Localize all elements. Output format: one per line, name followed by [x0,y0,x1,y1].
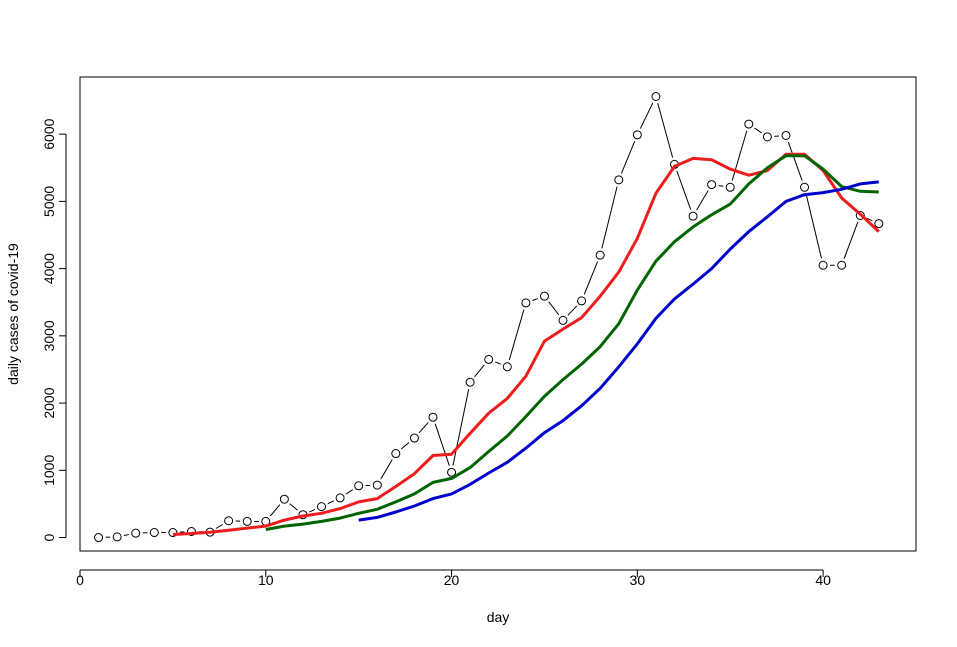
observed-segment [718,185,724,187]
y-tick-label: 0 [41,533,57,541]
observed-point [354,481,364,491]
observed-point [279,494,289,504]
observed-point [762,132,772,142]
observed-point [168,528,178,538]
observed-segment [474,364,485,378]
y-tick-label: 2000 [41,387,57,418]
observed-segment [434,423,450,466]
observed-segment [327,500,334,505]
observed-point [409,433,419,443]
observed-point [391,449,401,459]
observed-segment [620,141,636,174]
observed-segment [495,361,501,365]
y-tick-label: 5000 [41,186,57,217]
observed-point [502,362,512,372]
observed-point [428,412,438,422]
observed-point [818,260,828,270]
observed-segment [754,127,762,134]
observed-point [595,250,605,260]
observed-segment [400,442,410,450]
observed-segment [289,503,298,511]
observed-point [521,298,531,308]
observed-segment [866,217,873,222]
x-axis-title: day [487,609,510,625]
observed-segment [601,186,618,249]
observed-point [317,502,327,512]
observed-segment [548,301,560,316]
y-tick-label: 4000 [41,253,57,284]
x-tick-label: 40 [815,572,831,588]
observed-point [447,467,457,477]
y-tick-label: 3000 [41,320,57,351]
observed-point [614,175,624,185]
observed-segment [843,221,859,259]
observed-point [372,480,382,490]
observed-segment [269,504,281,517]
observed-point [224,516,234,526]
observed-segment [309,508,316,513]
observed-point [112,532,122,542]
observed-segment [583,261,599,295]
observed-segment [676,170,692,210]
observed-point [632,130,642,140]
observed-segment [123,534,129,537]
observed-point [577,296,587,306]
observed-point [874,219,884,229]
observed-segment [345,489,354,495]
x-tick-label: 30 [630,572,646,588]
observed-segment [452,388,470,466]
observed-segment [639,102,654,129]
observed-segment [787,141,803,181]
observed-point [94,533,104,543]
y-axis-title: daily cases of covid-19 [5,243,21,385]
observed-point [725,182,735,192]
observed-segment [696,190,709,211]
observed-segment [731,130,748,181]
observed-point [800,182,810,192]
x-tick-label: 20 [444,572,460,588]
observed-point [781,130,791,140]
series-line-2 [265,154,879,531]
observed-point [837,260,847,270]
x-tick-label: 10 [258,572,274,588]
series-line-3 [358,180,879,522]
observed-point [242,516,252,526]
axes: 0 10 20 30 40 0 1000 2000 3000 4000 5000 6000 [41,118,831,588]
observed-point [465,377,475,387]
y-tick-label: 1000 [41,455,57,486]
observed-point [186,527,196,537]
observed-segment [215,523,223,529]
observed-point [855,211,865,221]
observed-segment [380,459,393,480]
y-tick-label: 6000 [41,118,57,149]
observed-point [744,119,754,129]
observed-segment [657,103,674,158]
plot-frame [79,76,917,552]
observed-point [651,91,661,101]
observed-point [149,528,159,538]
observed-point [335,493,345,503]
observed-segment [532,298,539,301]
observed-point [131,528,141,538]
observed-segment [805,193,822,259]
observed-segment [508,309,525,361]
observed-segment [418,422,429,434]
observed-point [539,291,549,301]
x-tick-label: 0 [76,572,84,588]
observed-point [558,315,568,325]
series-layer [94,91,884,543]
observed-segment [567,305,578,316]
observed-point [484,354,494,364]
observed-point [688,211,698,221]
observed-point [707,180,717,190]
